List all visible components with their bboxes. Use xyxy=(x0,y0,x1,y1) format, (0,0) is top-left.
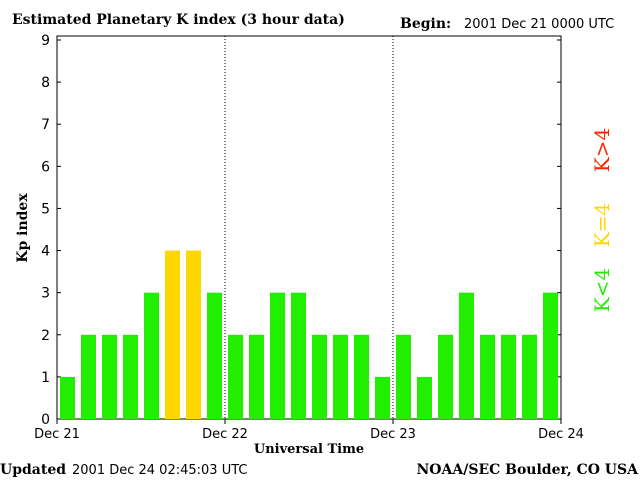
x-axis-title: Universal Time xyxy=(254,442,364,457)
kp-bar xyxy=(333,334,348,419)
y-tick-label: 4 xyxy=(41,244,50,260)
legend-item: K=4 xyxy=(590,203,614,247)
kp-bar xyxy=(81,334,96,419)
kp-bar xyxy=(480,334,495,419)
kp-bar xyxy=(123,334,138,419)
y-tick-label: 7 xyxy=(41,117,50,133)
updated-label: Updated xyxy=(0,462,66,478)
y-axis-title: Kp index xyxy=(15,193,31,263)
kp-bar xyxy=(186,250,201,419)
kp-bar xyxy=(501,334,516,419)
kp-bar xyxy=(375,376,390,419)
x-tick-label: Dec 22 xyxy=(202,427,248,442)
y-tick-label: 1 xyxy=(41,370,50,386)
begin-label: Begin: xyxy=(400,16,451,32)
y-tick-label: 2 xyxy=(41,328,50,344)
kp-bar xyxy=(459,292,474,419)
y-tick-label: 6 xyxy=(41,159,50,175)
updated-value: 2001 Dec 24 02:45:03 UTC xyxy=(72,463,247,478)
y-tick-label: 3 xyxy=(41,286,50,302)
kp-bar xyxy=(270,292,285,419)
legend-item: K<4 xyxy=(590,268,614,312)
y-tick-label: 0 xyxy=(41,412,50,428)
kp-bar xyxy=(522,334,537,419)
credit-text: NOAA/SEC Boulder, CO USA xyxy=(417,462,640,478)
bars xyxy=(60,250,558,419)
kp-bar xyxy=(291,292,306,419)
kp-bar xyxy=(396,334,411,419)
y-tick-label: 8 xyxy=(41,75,50,91)
y-tick-label: 5 xyxy=(41,201,50,217)
y-axis: 0 1 2 3 4 5 6 7 8 9 xyxy=(41,33,561,428)
y-tick-label: 9 xyxy=(41,33,50,49)
kp-bar xyxy=(102,334,117,419)
x-axis: Dec 21 Dec 22 Dec 23 Dec 24 xyxy=(34,419,584,442)
legend-item: K>4 xyxy=(590,128,614,172)
kp-bar xyxy=(438,334,453,419)
kp-bar xyxy=(312,334,327,419)
begin-value: 2001 Dec 21 0000 UTC xyxy=(464,17,614,32)
kp-bar xyxy=(417,376,432,419)
kp-bar xyxy=(144,292,159,419)
kp-bar xyxy=(354,334,369,419)
kp-bar xyxy=(60,376,75,419)
kp-bar xyxy=(165,250,180,419)
chart-title: Estimated Planetary K index (3 hour data… xyxy=(12,12,345,28)
x-tick-label: Dec 24 xyxy=(538,427,584,442)
x-tick-label: Dec 23 xyxy=(370,427,416,442)
kp-bar xyxy=(228,334,243,419)
kp-bar xyxy=(249,334,264,419)
kp-bar xyxy=(543,292,558,419)
plot-area xyxy=(56,35,562,420)
legend: K<4 K=4 K>4 xyxy=(590,128,614,312)
x-tick-label: Dec 21 xyxy=(34,427,80,442)
kp-bar xyxy=(207,292,222,419)
